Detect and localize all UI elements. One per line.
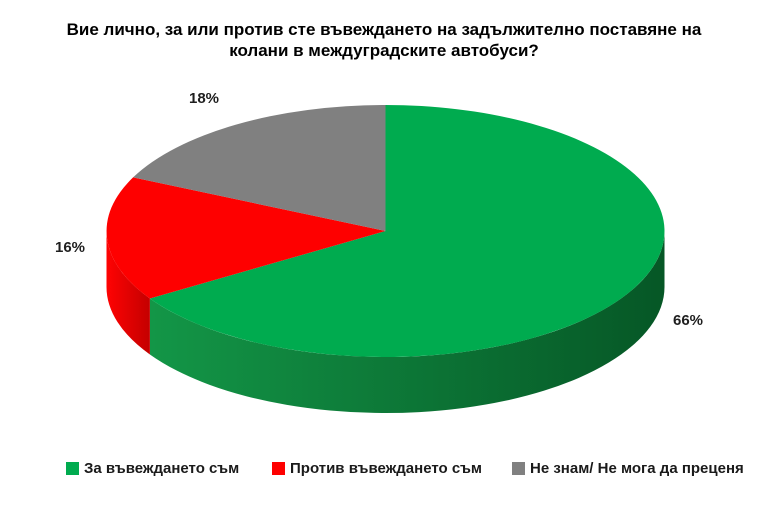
pie-side-1 [106,231,150,355]
legend-label-red: Против въвеждането съм [290,460,482,477]
chart-title: Вие лично, за или против сте въвеждането… [0,19,768,61]
pie-slice-0 [149,105,665,358]
legend-item-gray: Не знам/ Не мога да преценя [512,460,744,477]
legend-item-green: За въвеждането съм [66,460,239,477]
legend-swatch-gray-icon [512,462,525,475]
legend-label-gray: Не знам/ Не мога да преценя [530,460,744,477]
legend-swatch-green-icon [66,462,79,475]
pie-slice-2 [133,105,386,231]
pie-data-label-green: 66% [672,312,704,329]
legend-label-green: За въвеждането съм [84,460,240,477]
chart-title-line-1: Вие лично, за или против сте въвеждането… [66,20,702,39]
chart-title-line-2: колани в междуградските автобуси? [229,41,539,60]
pie-data-label-gray: 18% [188,90,220,107]
pie-side-0 [149,231,665,414]
legend-swatch-red-icon [272,462,285,475]
legend-item-red: Против въвеждането съм [272,460,482,477]
pie-slice-1 [106,177,386,299]
pie-data-label-red: 16% [54,239,86,256]
